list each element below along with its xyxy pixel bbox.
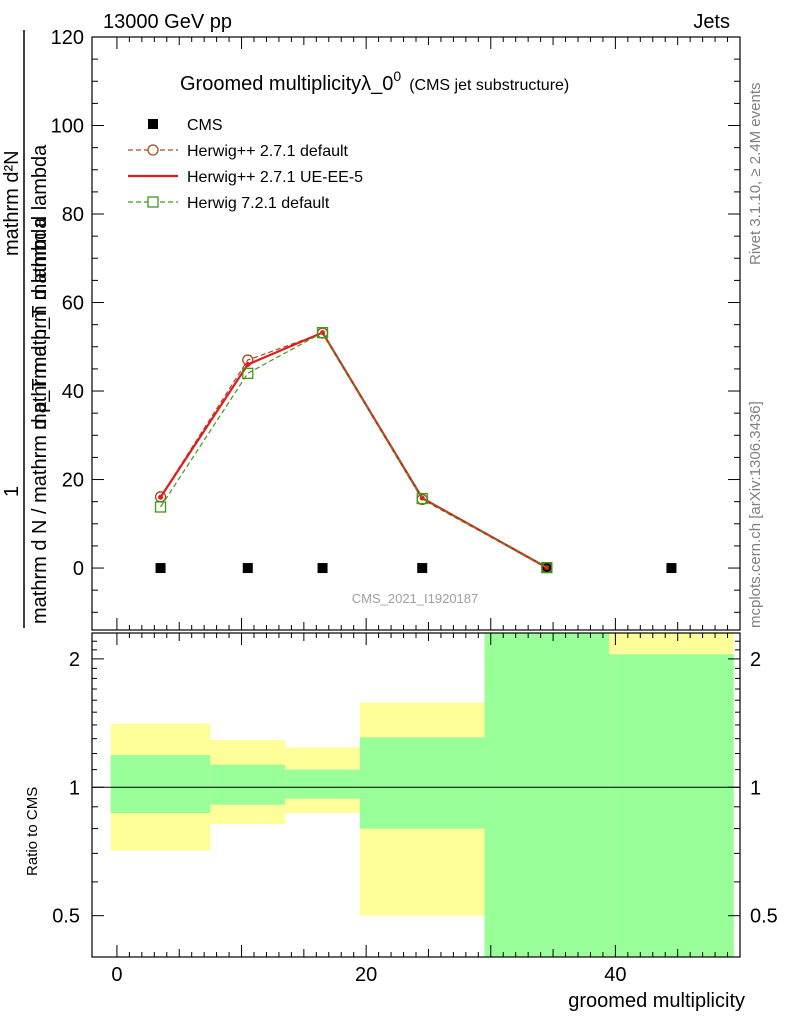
- ratio-xtick-label: 0: [111, 964, 122, 986]
- series-3-point-2: [316, 326, 329, 339]
- analysis-watermark: CMS_2021_I1920187: [352, 591, 479, 606]
- ratio-xtick-label: 40: [604, 964, 626, 986]
- series-3-point-0: [154, 501, 167, 513]
- main-ylabel: 1 mathrm d N / mathrm d p_T mathrm d lam…: [1, 30, 51, 628]
- legend-marker-cms: [148, 119, 158, 129]
- plot-title-sup: 0: [393, 68, 401, 84]
- ratio-ytick-label-right: 2: [750, 649, 761, 671]
- ratio-xtick-label: 20: [355, 964, 377, 986]
- main-ytick-label: 80: [62, 204, 84, 226]
- series-line-1: [160, 332, 548, 569]
- ratio-ytick-label-right: 0.5: [750, 906, 778, 928]
- main-ytick-label: 0: [73, 558, 84, 580]
- ratio-ytick-label-left: 1: [69, 777, 80, 799]
- category-label: Jets: [693, 11, 730, 33]
- plot-title: Groomed multiplicityλ_00 (CMS jet substru…: [180, 68, 569, 95]
- cms-point-1: [242, 563, 253, 574]
- series-2-point-0: [158, 494, 164, 500]
- legend-label-3: Herwig 7.2.1 default: [187, 195, 330, 212]
- main-ytick-label: 60: [62, 293, 84, 315]
- ratio-ytick-label-right: 1: [750, 777, 761, 799]
- ratio-band-green-4: [484, 633, 610, 957]
- legend-marker-3: [147, 196, 159, 208]
- legend-label-0: CMS: [187, 117, 223, 134]
- energy-label: 13000 GeV pp: [103, 11, 232, 33]
- ratio-ytick-label-left: 2: [69, 649, 80, 671]
- ratio-xlabel: groomed multiplicity: [568, 990, 745, 1012]
- ylabel-denominator: mathrm d N / mathrm d p_T mathrm d lambd…: [29, 217, 51, 624]
- legend: CMS Herwig++ 2.7.1 default Herwig++ 2.7.1 …: [128, 117, 363, 212]
- series-3-point-1: [242, 367, 254, 379]
- ratio-band-green-5: [609, 654, 734, 957]
- series-line-3: [160, 331, 548, 569]
- series-3-point-3: [416, 492, 428, 505]
- main-ytick-label: 100: [51, 116, 84, 138]
- ratio-band-green-3: [359, 737, 485, 829]
- ratio-band-green-1: [210, 764, 286, 805]
- ratio-band-green-0: [110, 755, 211, 814]
- ratio-plot: 0 20 40 0.5 0.5 1 1 2 2: [52, 632, 778, 986]
- legend-marker-1: [147, 144, 159, 156]
- ratio-ytick-label-left: 0.5: [52, 906, 80, 928]
- ratio-ylabel: Ratio to CMS: [24, 787, 41, 876]
- series-line-2: [159, 331, 548, 569]
- ratio-band-green-2: [285, 769, 360, 799]
- cms-point-3: [417, 563, 428, 574]
- legend-label-2: Herwig++ 2.7.1 UE-EE-5: [187, 169, 363, 186]
- cms-point-2: [317, 563, 328, 574]
- legend-label-1: Herwig++ 2.7.1 default: [187, 143, 349, 160]
- cms-point-5: [666, 563, 677, 574]
- main-ytick-label: 20: [62, 470, 84, 492]
- series-2-point-1: [245, 361, 251, 367]
- cms-point-0: [155, 563, 166, 574]
- plot-title-note: (CMS jet substructure): [409, 77, 569, 94]
- series-3-point-4: [541, 561, 553, 574]
- mcplots-label: mcplots.cern.ch [arXiv:1306.3436]: [747, 401, 764, 628]
- main-ytick-label: 40: [62, 381, 84, 403]
- main-plot: 0 20 40 60 80 100 120: [51, 27, 741, 631]
- plot-title-main: Groomed multiplicityλ_0: [180, 73, 393, 95]
- ylabel-top2: mathrm d p_T mathrm d lambda: [29, 144, 51, 430]
- rivet-label: Rivet 3.1.10, ≥ 2.4M events: [747, 83, 764, 266]
- ylabel-top: mathrm d²N: [1, 150, 23, 256]
- ylabel-numerator: 1: [1, 486, 23, 497]
- main-ytick-label: 120: [51, 27, 84, 49]
